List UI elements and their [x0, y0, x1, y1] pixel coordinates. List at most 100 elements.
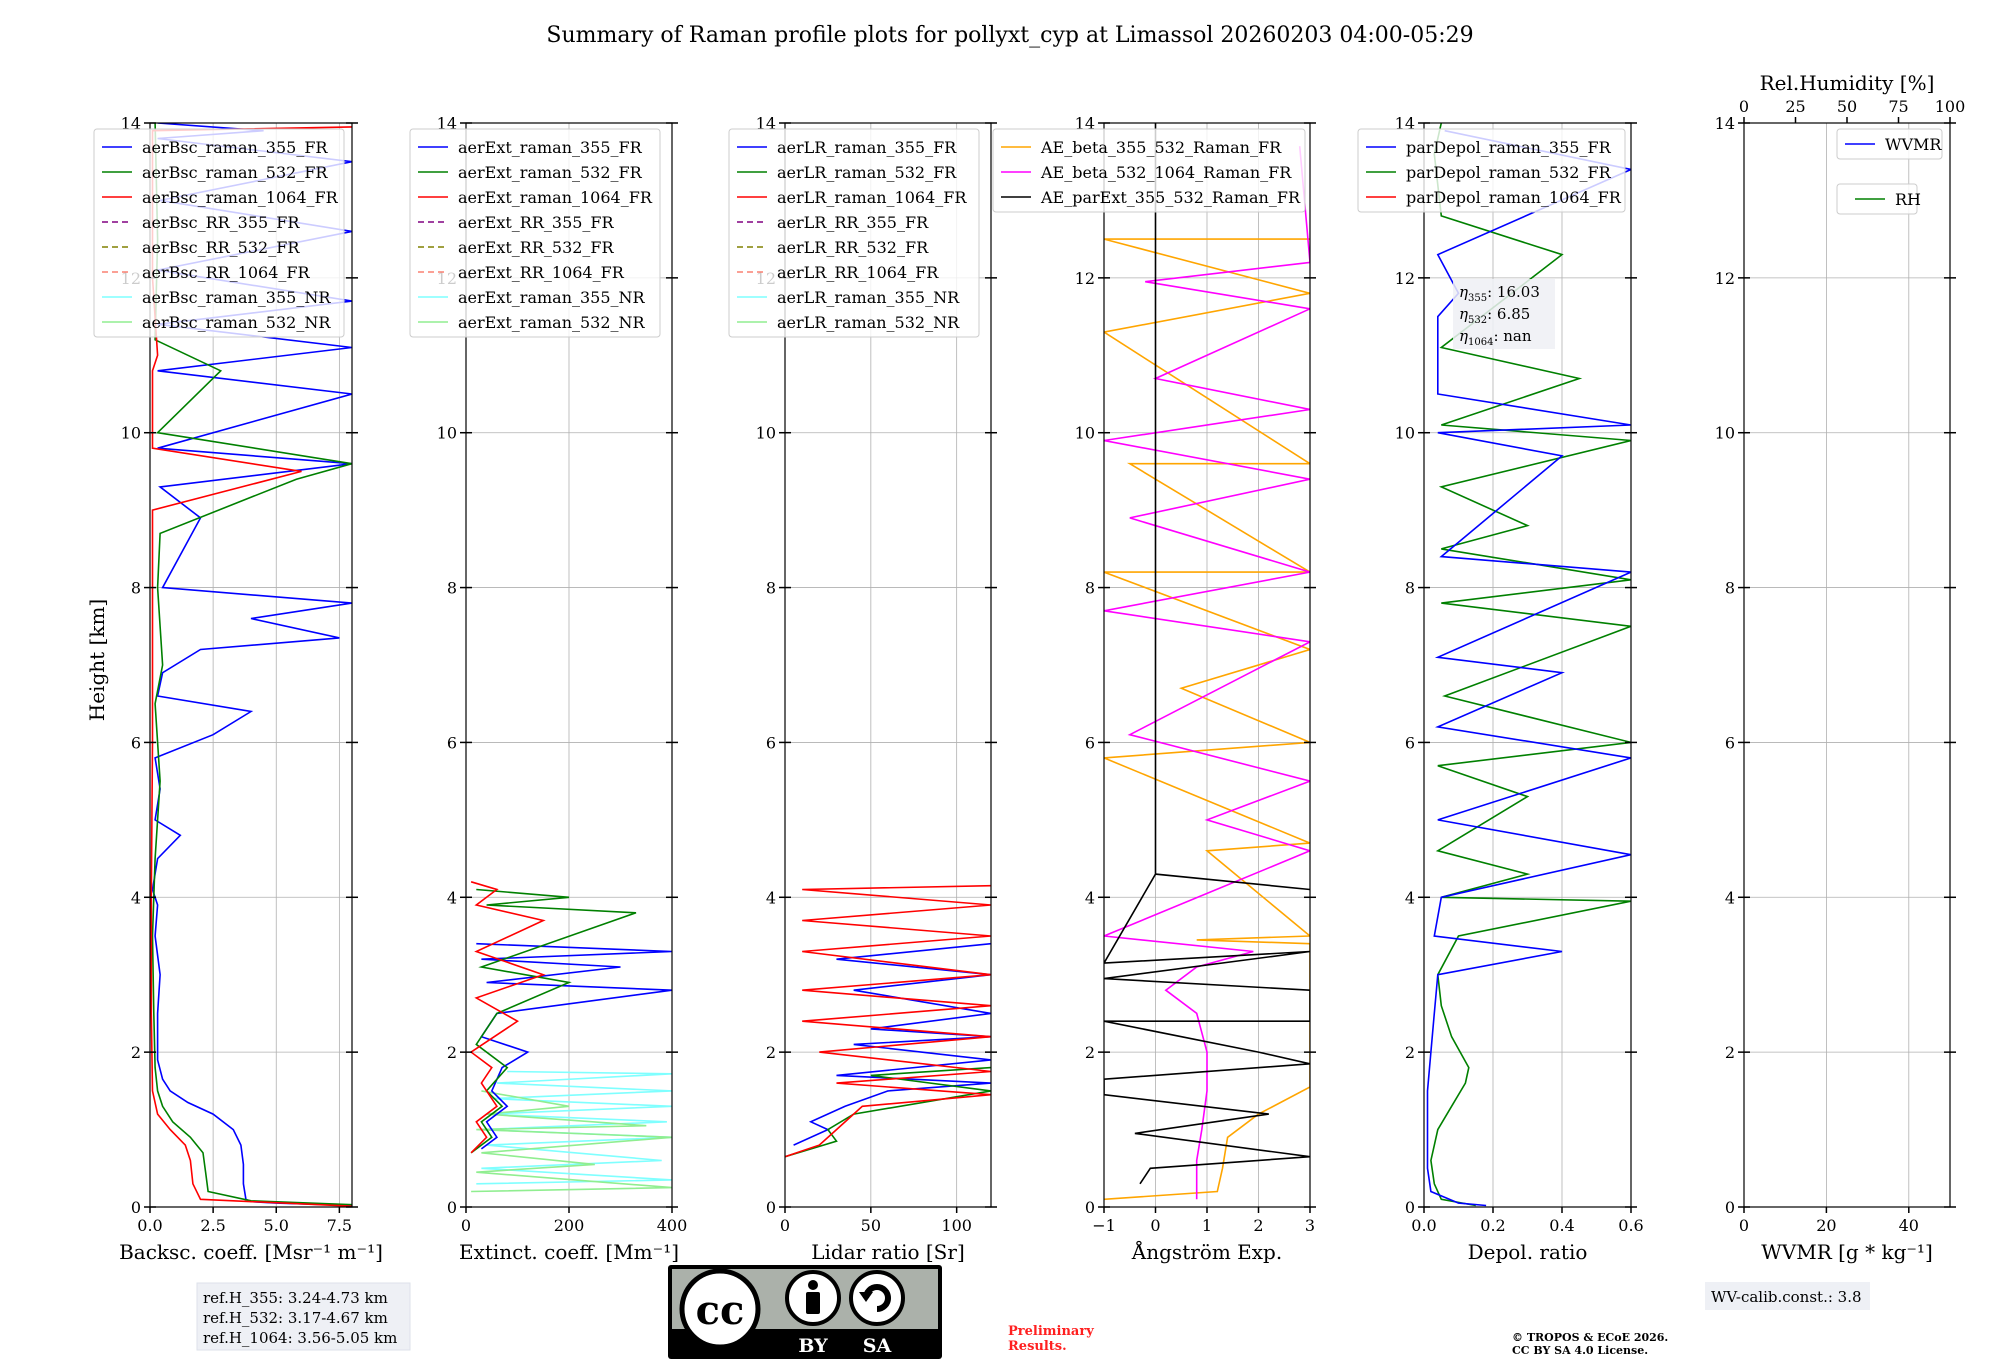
backscatter-xtick-label-3: 7.5	[327, 1216, 352, 1235]
depol-ytick-label-3: 6	[1405, 733, 1415, 752]
extinction-series-aerExt_raman_355_NR	[476, 1070, 672, 1185]
depol-xtick-label-1: 0.2	[1480, 1216, 1505, 1235]
angstrom-ytick-label-6: 12	[1075, 269, 1095, 288]
backscatter-frame	[149, 122, 353, 1208]
extinction-legend-label-1: aerExt_raman_532_FR	[458, 163, 643, 182]
backscatter-xlabel: Backsc. coeff. [Msr⁻¹ m⁻¹]	[119, 1240, 383, 1264]
depol-frame	[1423, 122, 1632, 1208]
eta-355: η355: 16.03	[1459, 283, 1540, 304]
extinction-legend-label-7: aerExt_raman_532_NR	[458, 313, 646, 332]
angstrom-xtick-label-1: 0	[1150, 1216, 1160, 1235]
angstrom-xtick-label-4: 3	[1305, 1216, 1315, 1235]
backscatter-ytick-label-1: 2	[131, 1043, 141, 1062]
wv-calib-const: WV-calib.const.: 3.8	[1711, 1288, 1862, 1306]
angstrom-ytick-label-5: 10	[1075, 424, 1095, 443]
wvmr-legend: WVMR RH	[1836, 128, 1943, 215]
lidar_ratio-frame	[784, 122, 992, 1208]
ref-height-355: ref.H_355: 3.24-4.73 km	[203, 1289, 388, 1307]
eta-532: η532: 6.85	[1459, 305, 1530, 326]
depol-ytick-label-7: 14	[1395, 114, 1415, 133]
cc-by-sa-license-badge[interactable]: cc BY SA	[668, 1265, 942, 1359]
backscatter-legend-label-6: aerBsc_raman_355_NR	[142, 288, 331, 307]
figure-title: Summary of Raman profile plots for polly…	[546, 23, 1473, 48]
angstrom-ytick-label-7: 14	[1075, 114, 1095, 133]
extinction-ytick-label-4: 8	[447, 579, 457, 598]
wvmr-xtick-label-2: 40	[1899, 1216, 1919, 1235]
wvmr-legend-label-0: WVMR	[1885, 135, 1942, 154]
wvmr-top-tick-label-3: 75	[1888, 97, 1908, 116]
depol-ytick-label-1: 2	[1405, 1043, 1415, 1062]
depol-ytick-label-2: 4	[1405, 888, 1415, 907]
panel-lidar_ratio: 02468101214050100Lidar ratio [Sr]aerLR_r…	[728, 114, 997, 1264]
wvmr-ytick-label-1: 2	[1725, 1043, 1735, 1062]
angstrom-ytick-label-4: 8	[1085, 579, 1095, 598]
cc-logo-icon	[679, 1268, 761, 1350]
lidar_ratio-xlabel: Lidar ratio [Sr]	[811, 1240, 965, 1264]
angstrom-xtick-label-0: −1	[1092, 1216, 1116, 1235]
lidar_ratio-legend-label-7: aerLR_raman_532_NR	[777, 313, 960, 332]
angstrom-xtick-label-3: 2	[1253, 1216, 1263, 1235]
depol-legend-label-0: parDepol_raman_355_FR	[1406, 138, 1612, 157]
lidar_ratio-legend-label-2: aerLR_raman_1064_FR	[777, 188, 967, 207]
lidar_ratio-series-aerLR_raman_1064_FR	[785, 884, 991, 1158]
extinction-series-aerExt_raman_1064_FR	[469, 881, 546, 1154]
lidar_ratio-ytick-label-4: 8	[766, 579, 776, 598]
extinction-legend-label-4: aerExt_RR_532_FR	[458, 238, 615, 257]
depol-legend-label-2: parDepol_raman_1064_FR	[1406, 188, 1622, 207]
lidar_ratio-ytick-label-1: 2	[766, 1043, 776, 1062]
backscatter-ytick-label-2: 4	[131, 888, 141, 907]
lidar_ratio-legend-label-0: aerLR_raman_355_FR	[777, 138, 957, 157]
lidar_ratio-xtick-label-2: 100	[941, 1216, 972, 1235]
lidar_ratio-legend-label-1: aerLR_raman_532_FR	[777, 163, 957, 182]
backscatter-xtick-label-0: 0.0	[137, 1216, 162, 1235]
angstrom-xtick-label-2: 1	[1202, 1216, 1212, 1235]
lidar_ratio-legend-label-5: aerLR_RR_1064_FR	[777, 263, 939, 282]
angstrom-series-AE_parExt_355_532_Raman_FR	[1104, 123, 1310, 1185]
wvmr-top-tick-label-4: 100	[1935, 97, 1966, 116]
wv-calib-box: WV-calib.const.: 3.8	[1705, 1282, 1870, 1310]
wvmr-top-axis-label: Rel.Humidity [%]	[1760, 71, 1935, 95]
ref-height-box: ref.H_355: 3.24-4.73 km ref.H_532: 3.17-…	[196, 1282, 411, 1351]
depol-legend-label-1: parDepol_raman_532_FR	[1406, 163, 1612, 182]
backscatter-ytick-label-5: 10	[121, 424, 141, 443]
panel-depol: 0 2 4 6 8 10 12 14 0.0 0.2 0.4 0.6 Depol. ratio parDe…	[1357, 114, 1644, 1264]
backscatter-ytick-label-7: 14	[121, 114, 141, 133]
lidar_ratio-ytick-label-0: 0	[766, 1198, 776, 1217]
wvmr-ytick-label-2: 4	[1725, 888, 1735, 907]
wvmr-xlabel: WVMR [g * kg⁻¹]	[1761, 1240, 1933, 1264]
extinction-ytick-label-2: 4	[447, 888, 457, 907]
angstrom-xlabel: Ångström Exp.	[1131, 1239, 1282, 1264]
wvmr-ytick-label-3: 6	[1725, 733, 1735, 752]
angstrom-ytick-label-3: 6	[1085, 733, 1095, 752]
extinction-xtick-label-0: 0	[461, 1216, 471, 1235]
depol-xtick-label-2: 0.4	[1549, 1216, 1574, 1235]
backscatter-ytick-label-0: 0	[131, 1198, 141, 1217]
eta-values-box: η355: 16.03 η532: 6.85 η1064: nan	[1453, 279, 1555, 349]
backscatter-ytick-label-4: 8	[131, 579, 141, 598]
wvmr-ytick-label-4: 8	[1725, 579, 1735, 598]
lidar_ratio-xtick-label-1: 50	[861, 1216, 881, 1235]
wvmr-ytick-label-7: 14	[1715, 114, 1735, 133]
angstrom-legend-label-0: AE_beta_355_532_Raman_FR	[1040, 138, 1282, 157]
backscatter-series-aerBsc_raman_532_FR	[151, 123, 352, 1206]
extinction-xlabel: Extinct. coeff. [Mm⁻¹]	[459, 1240, 679, 1264]
wvmr-xtick-label-1: 20	[1816, 1216, 1836, 1235]
extinction-xtick-label-1: 200	[554, 1216, 585, 1235]
backscatter-legend-label-5: aerBsc_RR_1064_FR	[142, 263, 311, 282]
extinction-xtick-label-2: 400	[657, 1216, 688, 1235]
lidar_ratio-xtick-label-0: 0	[780, 1216, 790, 1235]
backscatter-xtick-label-2: 5.0	[264, 1216, 289, 1235]
depol-ytick-label-5: 10	[1395, 424, 1415, 443]
backscatter-legend-label-3: aerBsc_RR_355_FR	[142, 213, 300, 232]
angstrom-legend: AE_beta_355_532_Raman_FR AE_beta_532_1064…	[992, 128, 1306, 213]
extinction-legend-label-2: aerExt_raman_1064_FR	[458, 188, 653, 207]
depol-xtick-label-3: 0.6	[1618, 1216, 1643, 1235]
extinction-ytick-label-5: 10	[437, 424, 457, 443]
extinction-ytick-label-3: 6	[447, 733, 457, 752]
lidar_ratio-ytick-label-7: 14	[756, 114, 776, 133]
lidar_ratio-series-aerLR_raman_355_FR	[793, 942, 991, 1146]
extinction-legend-label-5: aerExt_RR_1064_FR	[458, 263, 625, 282]
lidar_ratio-legend-label-3: aerLR_RR_355_FR	[777, 213, 929, 232]
